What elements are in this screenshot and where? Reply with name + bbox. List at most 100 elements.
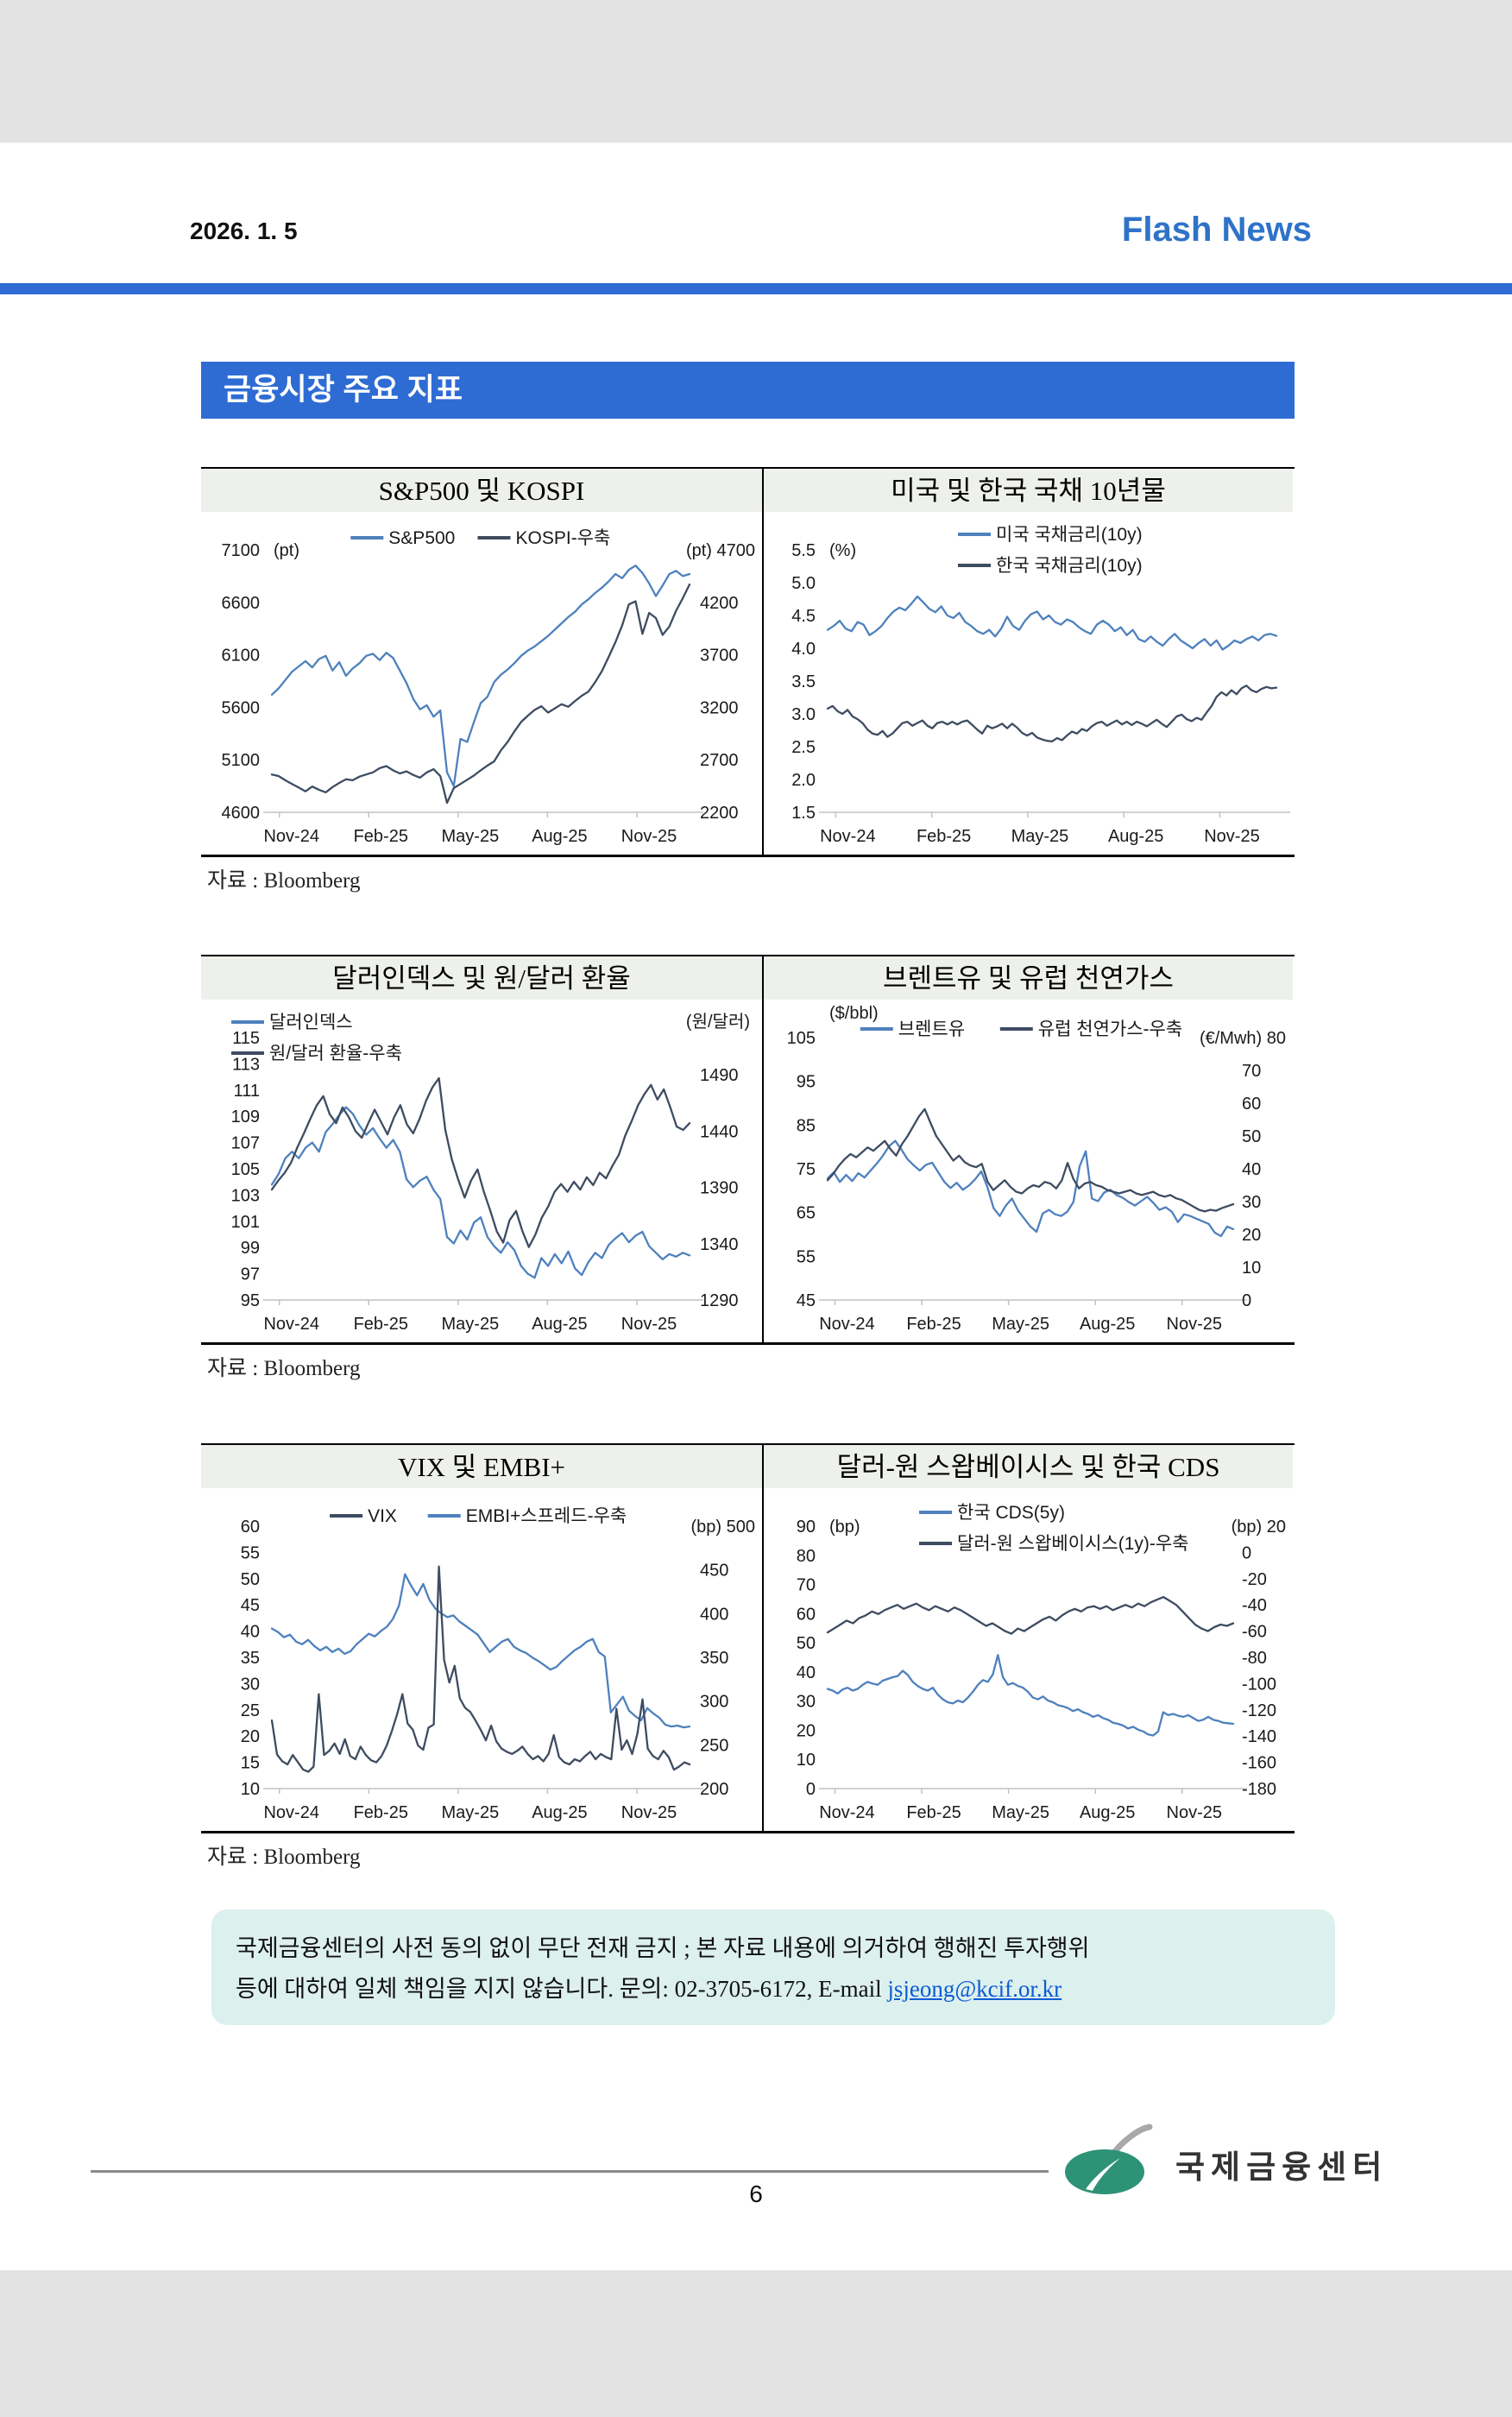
series-line-한국 국채금리(10y) bbox=[826, 685, 1278, 743]
left-tick-label: 35 bbox=[241, 1649, 260, 1668]
chart-canvas-brent-gas: Nov-24 Feb-25 May-25 Aug-25 Nov-25 105 95 85 75 6… bbox=[787, 1004, 1286, 1334]
left-tick-label: 20 bbox=[797, 1721, 816, 1740]
x-tick-label: May-25 bbox=[442, 827, 500, 846]
chart-cell-sp500-kospi: S&P500 및 KOSPI Nov-24 Feb-25 May-25 Aug-25 N… bbox=[201, 469, 764, 855]
left-axis-unit: ($/bbl) bbox=[829, 1004, 879, 1023]
right-tick-label: -160 bbox=[1242, 1754, 1276, 1773]
left-tick-label: 4600 bbox=[222, 804, 261, 823]
chart-cell-dxy-krw: 달러인덱스 및 원/달러 환율 Nov-24 Feb-25 May-25 Aug-25… bbox=[201, 956, 764, 1342]
series-line-KOSPI-우축 bbox=[270, 583, 691, 805]
left-tick-label: 40 bbox=[797, 1663, 816, 1682]
left-tick-label: 2.5 bbox=[791, 738, 816, 757]
left-tick-label: 101 bbox=[231, 1213, 260, 1232]
series-line-브렌트유 bbox=[826, 1139, 1235, 1238]
chart-canvas-vix-embi: Nov-24 Feb-25 May-25 Aug-25 Nov-25 60 55 50 45 40… bbox=[241, 1506, 756, 1822]
left-tick-label: 3.0 bbox=[791, 705, 816, 724]
left-tick-label: 30 bbox=[797, 1693, 816, 1712]
x-tick-label: May-25 bbox=[442, 1803, 500, 1822]
chart-canvas-dxy-krw: Nov-24 Feb-25 May-25 Aug-25 Nov-25 115 113 111 1… bbox=[231, 1012, 750, 1334]
series-line-달러-원 스왑베이시스(1y)-우축 bbox=[826, 1595, 1235, 1635]
left-tick-label: 115 bbox=[232, 1029, 260, 1048]
left-tick-label: 5600 bbox=[222, 698, 261, 717]
left-tick-label: 1.5 bbox=[791, 804, 816, 823]
left-tick-label: 3.5 bbox=[791, 672, 816, 691]
x-tick-label: Feb-25 bbox=[354, 827, 408, 846]
legend-label: 원/달러 환율-우축 bbox=[269, 1044, 402, 1063]
x-tick-label: May-25 bbox=[442, 1315, 500, 1334]
x-tick-label: Aug-25 bbox=[532, 827, 588, 846]
right-tick-label: 1290 bbox=[700, 1291, 739, 1310]
left-tick-label: 97 bbox=[241, 1265, 260, 1284]
right-tick-label: 60 bbox=[1242, 1095, 1261, 1114]
left-tick-label: 103 bbox=[231, 1186, 260, 1205]
legend-label: VIX bbox=[368, 1506, 397, 1526]
x-tick-label: Nov-24 bbox=[819, 1803, 874, 1822]
x-tick-label: Aug-25 bbox=[1080, 1803, 1136, 1822]
legend-label: 한국 국채금리(10y) bbox=[996, 556, 1143, 576]
x-tick-label: Feb-25 bbox=[917, 827, 971, 846]
left-tick-label: 50 bbox=[797, 1634, 816, 1653]
x-tick-label: Nov-25 bbox=[1204, 827, 1259, 846]
x-tick-label: May-25 bbox=[1011, 827, 1069, 846]
left-tick-label: 6100 bbox=[222, 647, 261, 666]
x-tick-label: Aug-25 bbox=[1080, 1315, 1136, 1334]
legend-label: EMBI+스프레드-우축 bbox=[466, 1506, 627, 1526]
chart-title: 달러인덱스 및 원/달러 환율 bbox=[201, 956, 762, 1000]
series-line-EMBI+스프레드-우축 bbox=[270, 1573, 691, 1729]
right-tick-label: 70 bbox=[1242, 1062, 1261, 1081]
left-tick-label: 90 bbox=[797, 1518, 816, 1537]
legend-label: 미국 국채금리(10y) bbox=[996, 525, 1143, 545]
chart-row-1: S&P500 및 KOSPI Nov-24 Feb-25 May-25 Aug-25 N… bbox=[201, 467, 1295, 857]
right-tick-label: -60 bbox=[1242, 1623, 1267, 1642]
right-tick-label: 20 bbox=[1242, 1226, 1261, 1245]
left-tick-label: 107 bbox=[231, 1134, 260, 1153]
footer-logo: 국제금융센터 bbox=[1060, 2117, 1388, 2212]
left-tick-label: 55 bbox=[797, 1247, 816, 1266]
chart-cell-us-kr-10y: 미국 및 한국 국채 10년물 Nov-24 Feb-25 May-25 Aug-25… bbox=[764, 469, 1293, 855]
left-tick-label: 0 bbox=[806, 1780, 816, 1799]
chart-us-kr-10y: Nov-24 Feb-25 May-25 Aug-25 Nov-25 5.5 (%) 5.0 4… bbox=[764, 512, 1293, 855]
right-tick-label: 30 bbox=[1242, 1193, 1261, 1212]
right-tick-label: 300 bbox=[700, 1693, 728, 1712]
bottom-gray-band bbox=[0, 2270, 1512, 2417]
chart-cell-vix-embi: VIX 및 EMBI+ Nov-24 Feb-25 May-25 Aug-25 Nov-… bbox=[201, 1445, 764, 1831]
left-tick-label: 4.5 bbox=[791, 607, 816, 626]
legend-label: 브렌트유 bbox=[898, 1019, 965, 1039]
chart-title: VIX 및 EMBI+ bbox=[201, 1445, 762, 1488]
kcif-logo-icon bbox=[1065, 2124, 1153, 2194]
left-tick-label: 40 bbox=[241, 1623, 260, 1642]
left-tick-label: 15 bbox=[241, 1754, 260, 1773]
top-gray-band bbox=[0, 0, 1512, 143]
left-tick-label: 99 bbox=[241, 1239, 260, 1258]
left-tick-label: 55 bbox=[241, 1543, 260, 1562]
left-tick-label: 45 bbox=[241, 1596, 260, 1615]
right-tick-label: 4200 bbox=[700, 594, 739, 613]
chart-brent-gas: Nov-24 Feb-25 May-25 Aug-25 Nov-25 105 95 85 75 6… bbox=[764, 1000, 1293, 1342]
left-axis-unit: (bp) bbox=[829, 1518, 860, 1537]
brand-title: Flash News bbox=[1121, 211, 1312, 249]
right-tick-label: (bp) 500 bbox=[691, 1518, 756, 1537]
left-tick-label: 70 bbox=[797, 1576, 816, 1595]
x-tick-label: Nov-25 bbox=[621, 827, 677, 846]
left-tick-label: 105 bbox=[231, 1160, 260, 1179]
right-tick-label: (bp) 20 bbox=[1232, 1518, 1286, 1537]
left-tick-label: 80 bbox=[797, 1547, 816, 1566]
source-label-1: 자료 : Bloomberg bbox=[207, 869, 361, 893]
left-tick-label: 5100 bbox=[222, 751, 261, 770]
section-title: 금융시장 주요 지표 bbox=[224, 373, 463, 407]
left-tick-label: 75 bbox=[797, 1160, 816, 1179]
chart-title: S&P500 및 KOSPI bbox=[201, 469, 762, 512]
left-tick-label: 95 bbox=[797, 1073, 816, 1092]
email-link[interactable]: jsjeong@kcif.or.kr bbox=[887, 1976, 1062, 2002]
chart-canvas-swap-cds: Nov-24 Feb-25 May-25 Aug-25 Nov-25 90 (bp) 80 70… bbox=[797, 1503, 1286, 1822]
left-tick-label: 111 bbox=[234, 1082, 260, 1101]
legend-label: 달러인덱스 bbox=[269, 1013, 353, 1032]
x-tick-label: Nov-24 bbox=[819, 1315, 874, 1334]
chart-canvas-sp500-kospi: Nov-24 Feb-25 May-25 Aug-25 Nov-25 7100 (pt) 66… bbox=[222, 528, 756, 846]
chart-row-2: 달러인덱스 및 원/달러 환율 Nov-24 Feb-25 May-25 Aug-25… bbox=[201, 955, 1295, 1345]
left-axis-unit: (pt) bbox=[274, 541, 299, 560]
right-tick-label: 250 bbox=[700, 1736, 728, 1755]
right-tick-label: 1390 bbox=[700, 1179, 739, 1198]
right-tick-label: -80 bbox=[1242, 1649, 1267, 1668]
